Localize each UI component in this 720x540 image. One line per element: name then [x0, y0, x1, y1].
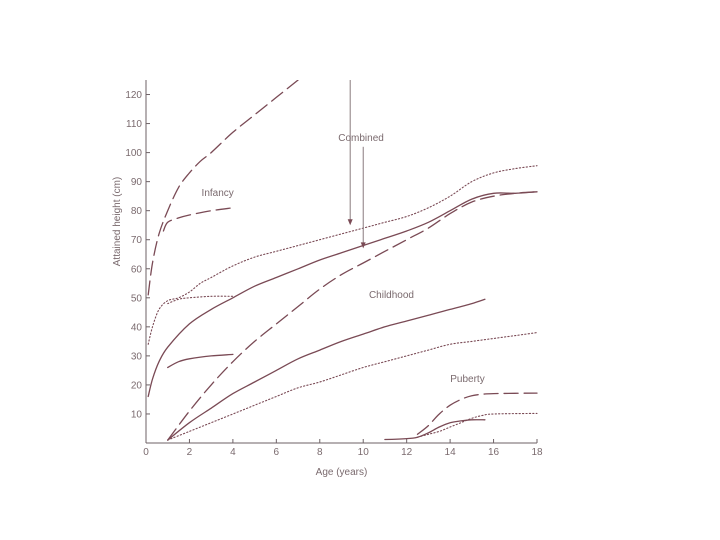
series-line-10-dotted — [167, 295, 234, 305]
y-axis-title: Attained height (cm) — [112, 177, 123, 267]
series-line-2-dashed — [162, 207, 234, 232]
series-line-6-solid — [167, 353, 234, 369]
series-line-11-dotted — [167, 332, 538, 441]
x-tick-label: 4 — [230, 447, 236, 458]
x-tick-label: 2 — [187, 447, 193, 458]
y-tick-label: 110 — [126, 119, 142, 130]
x-tick-label: 10 — [358, 447, 370, 458]
annotation-arrow-1 — [347, 80, 353, 226]
x-tick-label: 18 — [531, 447, 543, 458]
series-line-7-solid — [167, 298, 486, 441]
series-line-1-dashed — [147, 80, 299, 296]
y-tick-label: 70 — [131, 235, 143, 246]
annotation-puberty: Puberty — [450, 374, 484, 385]
series-line-5-solid — [147, 191, 538, 398]
series-line-3-dashed — [167, 191, 538, 441]
y-tick-label: 100 — [125, 148, 142, 159]
chart-labels: Combined Infancy Childhood Puberty — [202, 133, 485, 385]
series-line-8-solid — [384, 419, 486, 441]
annotation-arrow-2 — [360, 146, 366, 249]
annotation-childhood: Childhood — [369, 290, 414, 301]
y-tick-label: 120 — [125, 90, 142, 101]
x-tick-label: 12 — [401, 447, 413, 458]
x-tick-label: 0 — [143, 447, 149, 458]
series-line-12-dotted — [416, 412, 538, 438]
y-tick-label: 80 — [131, 206, 143, 217]
annotation-combined: Combined — [338, 133, 384, 144]
annotation-infancy: Infancy — [202, 188, 234, 199]
y-tick-label: 20 — [131, 380, 143, 391]
x-tick-label: 14 — [445, 447, 457, 458]
series-line-9-dotted — [147, 165, 538, 345]
series-line-4-dashed — [416, 392, 538, 435]
x-axis-title: Age (years) — [316, 467, 368, 478]
growth-curves — [147, 80, 538, 441]
y-tick-label: 10 — [131, 409, 143, 420]
y-tick-label: 60 — [131, 264, 143, 275]
y-tick-label: 40 — [131, 322, 143, 333]
axes: 10 20 30 40 50 60 70 80 90 100 110 120 0 2 4 6 8 10 12 14 16… — [112, 80, 543, 478]
x-tick-label: 6 — [274, 447, 280, 458]
y-tick-label: 30 — [131, 351, 143, 362]
x-tick-label: 16 — [488, 447, 500, 458]
x-tick-label: 8 — [317, 447, 323, 458]
y-tick-label: 50 — [131, 293, 143, 304]
y-tick-label: 90 — [131, 177, 143, 188]
arrows — [347, 80, 366, 249]
